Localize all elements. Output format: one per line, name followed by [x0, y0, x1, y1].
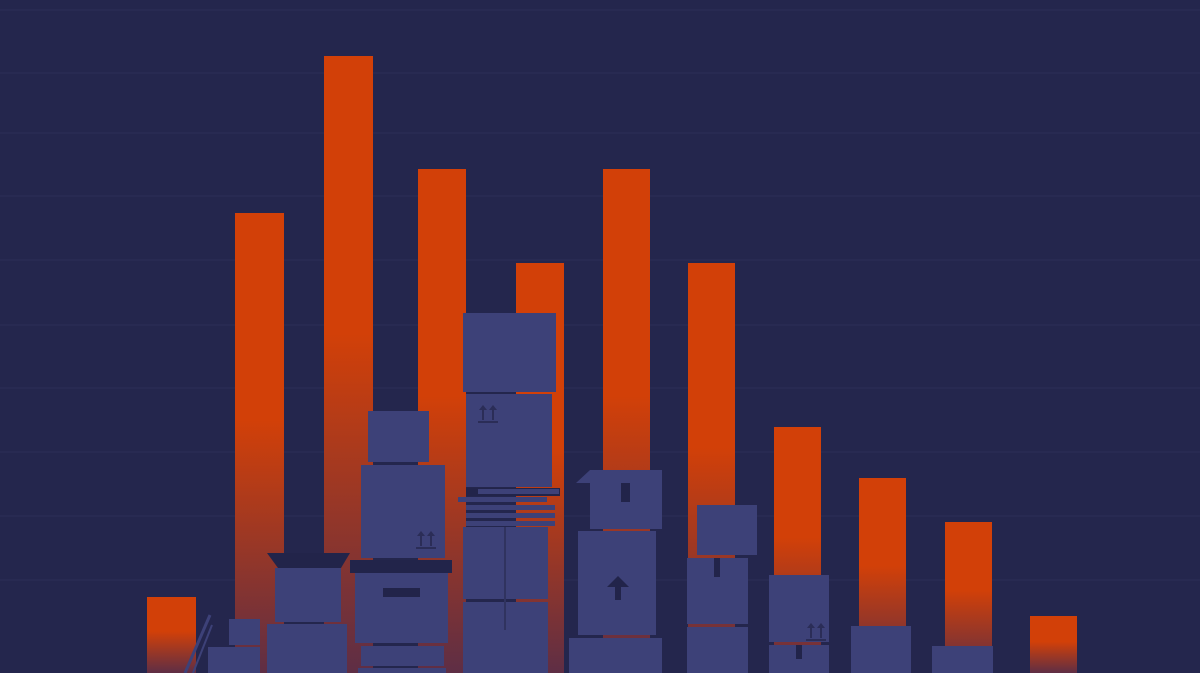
this-side-up-icon: [416, 531, 436, 549]
bar-11: [1030, 616, 1077, 673]
box: [275, 568, 341, 622]
box: [932, 646, 993, 673]
box-flat-stack: [458, 497, 547, 502]
this-side-up-icon: [806, 623, 826, 641]
box: [466, 394, 552, 487]
box: [463, 313, 556, 392]
box-stack-group: [183, 313, 993, 673]
leaning-board: [192, 624, 213, 673]
box-small: [208, 647, 260, 673]
arrow-head: [607, 576, 629, 587]
box-flat-stack: [466, 521, 555, 526]
icon-head: [807, 623, 815, 628]
arrow-stem: [615, 586, 621, 600]
box-flat-stack: [466, 513, 555, 518]
box-flat-stack: [466, 505, 555, 510]
open-box-flap: [267, 553, 350, 568]
icon-head: [417, 531, 425, 536]
box: [769, 575, 829, 642]
box: [267, 624, 347, 673]
box: [697, 505, 757, 555]
icon-head: [817, 623, 825, 628]
box: [687, 627, 748, 673]
box-tape: [621, 483, 630, 502]
box: [361, 465, 445, 558]
box-lid: [350, 560, 452, 573]
box: [569, 638, 662, 673]
box: [361, 646, 444, 666]
icon-head: [479, 405, 487, 410]
up-arrow-icon: [607, 576, 629, 600]
box: [358, 668, 446, 673]
box: [851, 626, 911, 673]
box-handle-slot: [383, 588, 420, 597]
icon-head: [427, 531, 435, 536]
box: [355, 573, 448, 643]
box-small: [229, 619, 260, 645]
box-tape: [796, 645, 802, 659]
icon-head: [489, 405, 497, 410]
leaning-board: [183, 614, 212, 673]
box-tape: [714, 558, 720, 577]
box: [368, 411, 429, 462]
box-lid-band: [478, 489, 559, 494]
this-side-up-icon: [478, 405, 498, 423]
bar-1: [147, 597, 196, 673]
